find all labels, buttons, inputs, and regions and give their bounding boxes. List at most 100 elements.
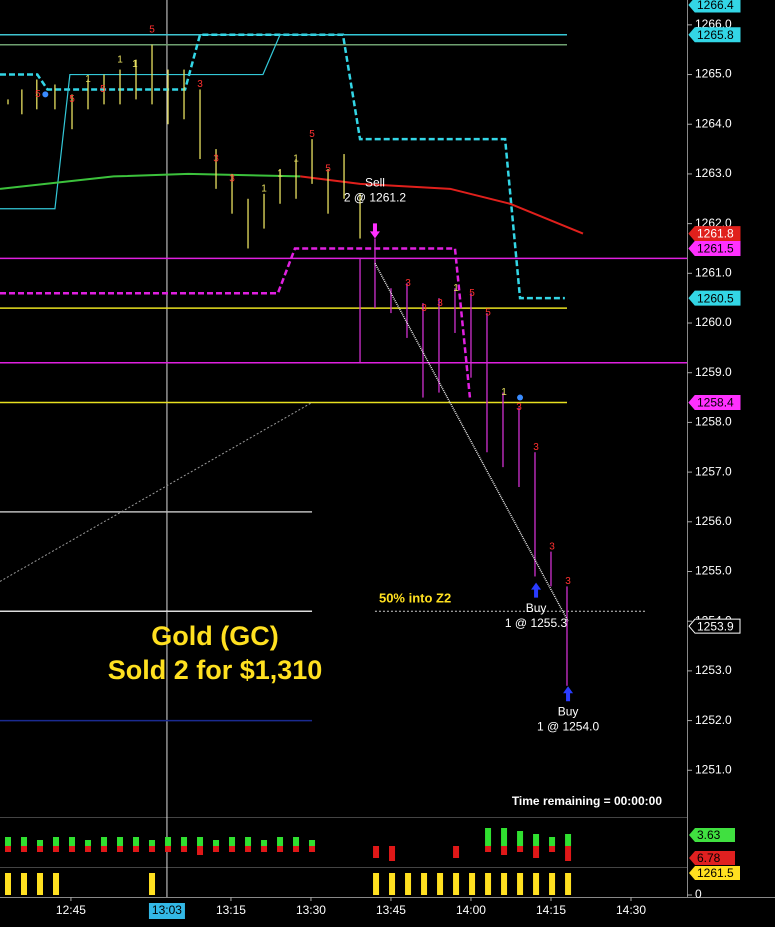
count-bar (517, 873, 524, 895)
bar-label: 1 (501, 387, 507, 398)
bar-label: 3 (213, 154, 219, 165)
delta-up-bar (117, 837, 124, 846)
delta-down-bar (53, 846, 60, 852)
delta-down-bar (133, 846, 140, 852)
delta-down-bar (549, 846, 556, 852)
delta-down-bar (117, 846, 124, 852)
delta-down-bar (245, 846, 252, 852)
delta-up-bar (149, 840, 156, 846)
count-label: 1261.5 (697, 866, 734, 880)
delta-up-bar (165, 837, 172, 846)
delta-up-bar (133, 837, 140, 846)
x-tick-label: 12:45 (56, 903, 86, 917)
delta-up-bar (85, 840, 92, 846)
delta-up-bar (517, 831, 524, 846)
x-tick-label: 14:15 (536, 903, 566, 917)
delta-up-bar (69, 837, 76, 846)
count-bar (501, 873, 508, 895)
bar-label: 5 (35, 89, 41, 100)
delta-up-bar (501, 828, 508, 846)
bar-label: 5 (149, 24, 155, 35)
count-bar (37, 873, 44, 895)
x-tick-label: 13:45 (376, 903, 406, 917)
y-tick-label: 1261.0 (695, 265, 732, 279)
cursor-label: 13:03 (152, 903, 182, 917)
bar-label: 5 (469, 288, 475, 299)
y-tick-label: 1255.0 (695, 564, 732, 578)
delta-up-bar (549, 837, 556, 846)
delta-up-bar (245, 837, 252, 846)
delta-up-bar (309, 840, 316, 846)
bar-label: 1 (261, 183, 267, 194)
delta-down-bar (37, 846, 44, 852)
x-tick-label: 13:15 (216, 903, 246, 917)
bar-label: 1 (132, 59, 138, 70)
trade-text: 1 @ 1255.3 (505, 616, 568, 630)
count-bar (437, 873, 444, 895)
y-tick-label: 1257.0 (695, 464, 732, 478)
count-bar (149, 873, 156, 895)
y-tick-label: 1253.0 (695, 663, 732, 677)
price-label: 1261.8 (697, 227, 734, 241)
marker-dot (517, 394, 524, 401)
delta-up-bar (37, 840, 44, 846)
delta-label-box (689, 828, 735, 842)
price-label: 1261.5 (697, 242, 734, 256)
bar-label: 1 (117, 54, 123, 65)
bar-label: 5 (485, 308, 491, 319)
price-label-box (688, 290, 741, 306)
delta-down-bar (149, 846, 156, 852)
bar-label: 1 (293, 154, 299, 165)
step-line (0, 33, 565, 300)
y-tick-label: 1259.0 (695, 365, 732, 379)
delta-down-bar (229, 846, 236, 852)
bar-label: 5 (309, 129, 315, 140)
price-label: 1266.4 (697, 0, 734, 12)
bar-label: 3 (421, 303, 427, 314)
delta-down-bar (85, 846, 92, 852)
trade-side: Buy (558, 704, 579, 718)
bar-label: 3 (516, 402, 522, 413)
count-bar (5, 873, 12, 895)
delta-down-bar (197, 846, 204, 855)
count-bar (373, 873, 380, 895)
count-label-box (689, 866, 740, 880)
marker-dot (42, 91, 49, 98)
trade-side: Sell (365, 176, 385, 190)
delta-up-bar (101, 837, 108, 846)
bar-label: 5 (69, 94, 75, 105)
delta-down-bar (293, 846, 300, 852)
delta-down-bar (21, 846, 28, 852)
zone-label: 50% into Z2 (379, 591, 451, 606)
price-label: 1258.4 (697, 396, 734, 410)
delta-label-box (689, 851, 735, 865)
bar-label: 3 (197, 79, 203, 90)
count-bar (405, 873, 412, 895)
delta-down-bar (373, 846, 380, 858)
delta-up-bar (53, 837, 60, 846)
count-bar (485, 873, 492, 895)
bar-label: 3 (229, 174, 235, 185)
price-label-box (688, 226, 741, 242)
delta-up-bar (5, 837, 12, 846)
y-tick-label: 1252.0 (695, 713, 732, 727)
delta-up-bar (213, 840, 220, 846)
delta-down-bar (101, 846, 108, 852)
count-bar (469, 873, 476, 895)
trade-text: 2 @ 1261.2 (344, 191, 407, 205)
price-label-box (688, 618, 741, 634)
delta-down-bar (69, 846, 76, 852)
delta-up-bar (485, 828, 492, 846)
price-label-box (688, 395, 741, 411)
delta-down-bar (181, 846, 188, 852)
y-tick-label: 1256.0 (695, 514, 732, 528)
delta-label: 6.78 (697, 851, 721, 865)
trade-line (374, 263, 569, 622)
delta-down-bar (389, 846, 396, 861)
price-label: 1260.5 (697, 291, 734, 305)
moving-average (300, 175, 584, 235)
y-tick-label: 1251.0 (695, 762, 732, 776)
delta-up-bar (293, 837, 300, 846)
delta-up-bar (261, 840, 268, 846)
